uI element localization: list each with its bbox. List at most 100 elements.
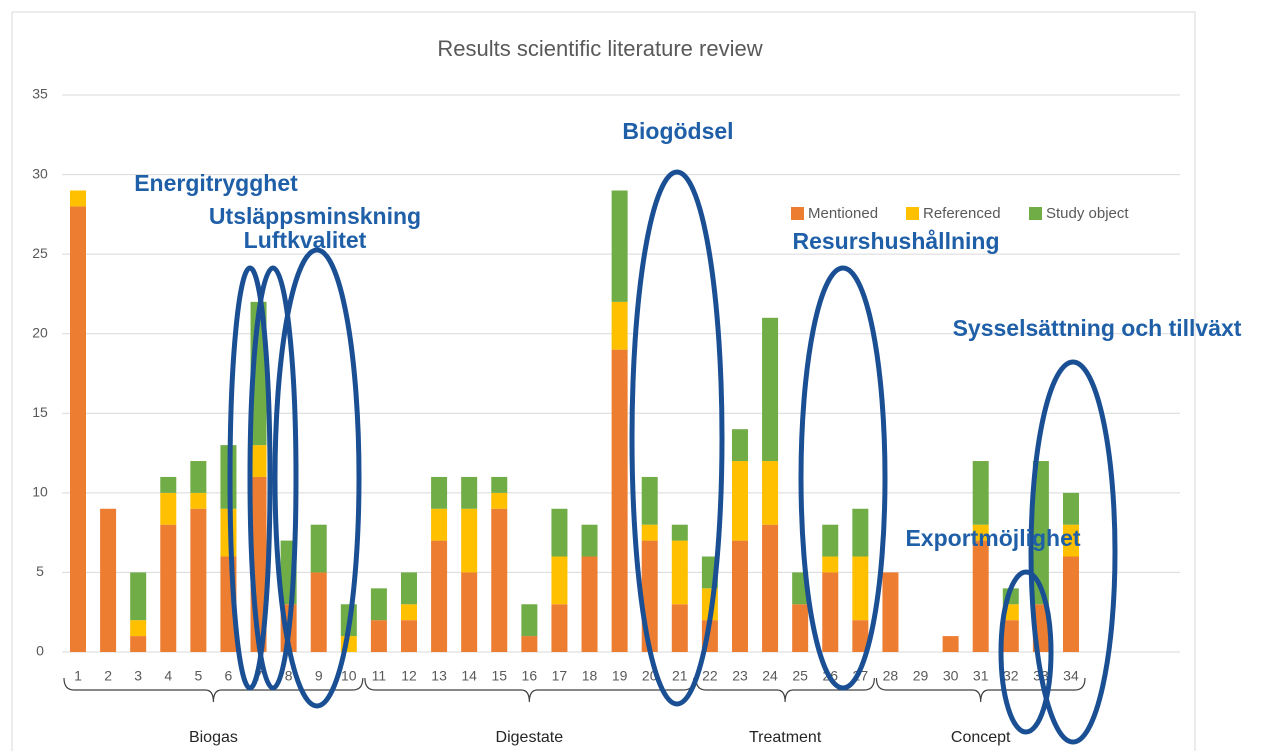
x-tick-label: 32 [1003,668,1019,684]
bar-segment [731,461,748,541]
annotation-label: Biogödsel [622,118,733,144]
bar-segment [792,604,809,652]
bar-segment [1062,524,1079,557]
y-tick-label: 5 [36,563,44,579]
y-tick-label: 10 [32,484,48,500]
bar-segment [762,524,779,652]
bar-segment [822,556,839,573]
x-tick-label: 21 [672,668,688,684]
bar-segment [160,524,177,652]
y-tick-label: 15 [32,404,48,420]
y-tick-label: 20 [32,324,48,340]
bar-segment [551,604,568,652]
legend-swatch [906,207,919,220]
bar-segment [400,620,417,652]
bar-segment [400,572,417,605]
bar-segment [852,556,869,621]
bar-segment [491,492,508,509]
x-tick-label: 31 [973,668,989,684]
annotation-ellipse [629,169,725,707]
annotation-label: Energitrygghet [134,170,298,196]
bar-segment [491,476,508,493]
bar-segment [972,461,989,525]
bar-segment [431,476,448,509]
x-tick-label: 6 [225,668,233,684]
bar-segment [581,524,598,557]
bar-segment [972,524,989,541]
x-tick-label: 2 [104,668,112,684]
x-tick-label: 9 [315,668,323,684]
annotation-label: Luftkvalitet [244,227,367,253]
bar-segment [731,540,748,652]
bar-segment [400,604,417,621]
legend-swatch [791,207,804,220]
x-tick-label: 30 [943,668,959,684]
bar-segment [581,556,598,652]
bar-segment [1062,556,1079,652]
x-tick-label: 28 [883,668,899,684]
legend-label: Mentioned [808,205,878,222]
bar-segment [461,572,478,652]
bar-segment [370,620,387,652]
annotation-label: Sysselsättning och tillväxt [953,315,1242,341]
x-tick-label: 8 [285,668,293,684]
group-label: Biogas [189,729,238,746]
bar-segment [762,461,779,525]
bar-segment [100,508,117,652]
x-tick-label: 12 [401,668,417,684]
bar-segment [641,540,658,652]
bar-segment [641,524,658,541]
group-label: Digestate [496,729,564,746]
bar-segment [70,190,86,207]
bar-segment [190,492,207,509]
x-tick-label: 22 [702,668,718,684]
bar-segment [551,508,568,557]
legend-label: Referenced [923,205,1001,222]
bar-segment [1032,461,1049,605]
bar-segment [190,508,207,652]
annotation-ellipse [272,247,362,709]
y-tick-label: 30 [32,165,48,181]
bar-segment [461,476,478,509]
group-label: Concept [951,729,1011,746]
annotation-label: Resurshushållning [792,228,999,254]
bar-segment [882,572,899,652]
y-tick-label: 0 [36,643,44,659]
x-tick-label: 11 [372,668,387,684]
bar-segment [130,572,147,621]
annotation-ellipse [998,569,1054,735]
bar-segment [852,620,869,652]
bar-segment [370,588,387,621]
y-tick-label: 25 [32,245,48,261]
annotation-ellipse [1028,359,1118,745]
bar-segment [671,524,688,541]
bar-segment [521,604,538,637]
legend-swatch [1029,207,1042,220]
chart-title: Results scientific literature review [437,36,762,61]
x-tick-label: 4 [164,668,172,684]
bar-segment [1062,492,1079,525]
bar-segment [942,636,959,652]
bar-segment [822,572,839,652]
x-tick-label: 29 [913,668,929,684]
x-tick-label: 19 [612,668,628,684]
bar-segment [431,540,448,652]
bar-segment [762,317,779,462]
bar-segment [130,636,147,652]
bar-segment [461,508,478,573]
bar-segment [671,540,688,605]
bar-segment [491,508,508,652]
bar-segment [190,461,207,493]
bar-segment [160,492,177,525]
bar-segment [1002,620,1019,652]
bar-segment [551,556,568,605]
group-bracket [63,677,364,703]
bar-segment [731,429,748,462]
annotation-label: Exportmöjlighet [905,525,1080,551]
bar-segment [310,572,327,652]
x-tick-label: 16 [522,668,538,684]
bar-segment [160,476,177,493]
x-tick-label: 10 [341,668,357,684]
x-tick-label: 24 [762,668,778,684]
